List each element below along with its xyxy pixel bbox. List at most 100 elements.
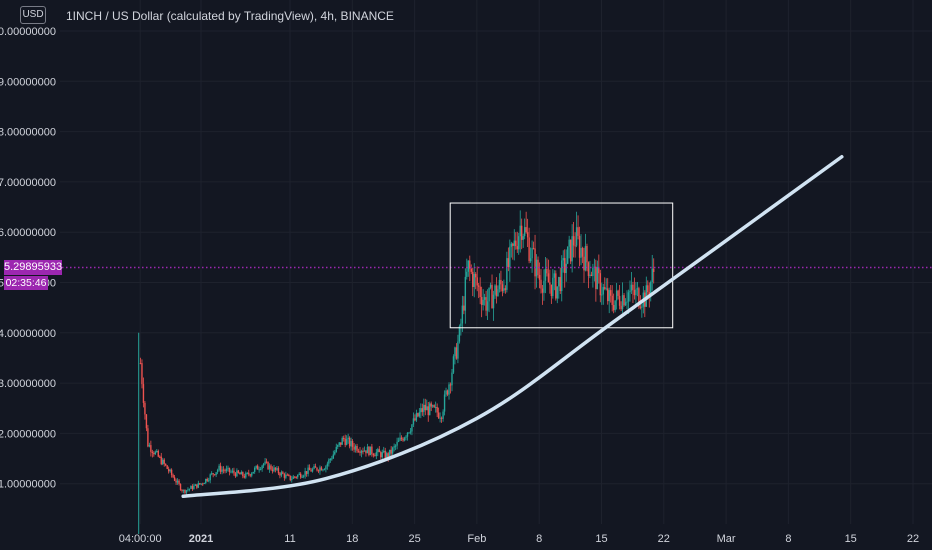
candle-body <box>270 465 272 470</box>
candle-body <box>215 472 217 475</box>
candle-body <box>148 445 151 447</box>
candle-body <box>598 267 600 274</box>
candle-body <box>529 258 532 262</box>
price-tick-label: 1.00000000 <box>0 479 56 491</box>
candle-body <box>386 453 388 459</box>
range-rectangle-drawing[interactable] <box>449 202 674 329</box>
candle-body <box>467 260 469 272</box>
candle-body <box>651 268 653 282</box>
candle-body <box>612 305 615 311</box>
candle-body <box>429 403 431 416</box>
candle-body <box>564 258 566 274</box>
candle-body <box>256 465 259 470</box>
candle-body <box>142 384 145 403</box>
candle-body <box>549 282 551 285</box>
candle-body <box>345 439 348 445</box>
candle-body <box>452 356 455 373</box>
candle-body <box>289 475 291 481</box>
time-tick-label: 04:00:00 <box>119 533 162 545</box>
candle-body <box>469 260 471 269</box>
candle-body <box>592 267 594 277</box>
candle-body <box>558 277 560 287</box>
candle-body <box>491 284 493 309</box>
candle-body <box>535 259 538 277</box>
candle-body <box>433 405 435 408</box>
candle-body <box>402 439 404 441</box>
candle-body <box>439 417 441 419</box>
candle-body <box>233 470 235 474</box>
candle-body <box>350 440 352 447</box>
candle-body <box>381 452 383 458</box>
candle-body <box>568 239 570 247</box>
candle-body <box>482 299 484 305</box>
candle-body <box>286 474 289 476</box>
candle-body <box>188 488 191 490</box>
time-tick-label: 11 <box>284 533 295 545</box>
candle-body <box>624 302 627 306</box>
candle-body <box>412 418 415 425</box>
candle-body <box>377 449 379 453</box>
candle-body <box>431 405 434 407</box>
candle-body <box>369 446 372 456</box>
candle-body <box>383 450 385 453</box>
candle-body <box>202 483 204 485</box>
candle-body <box>408 432 410 434</box>
candle-body <box>476 277 478 286</box>
candle-body <box>274 467 277 470</box>
candle-body <box>523 227 526 237</box>
candle-body <box>169 469 171 472</box>
current-price-label: 5.29895933 <box>4 260 63 275</box>
drawing-overlays[interactable] <box>62 155 932 499</box>
candle-body <box>596 267 599 290</box>
candle-body <box>351 440 354 447</box>
candle-body <box>372 453 375 456</box>
candle-body <box>636 288 639 290</box>
candle-body <box>442 411 444 419</box>
candle-body <box>308 467 311 471</box>
price-tick-label: 4.00000000 <box>0 328 56 340</box>
candle-body <box>510 243 513 247</box>
candle-body <box>463 305 465 311</box>
candle-body <box>552 277 554 297</box>
candle-body <box>559 277 561 292</box>
candle-body <box>378 449 380 453</box>
time-tick-label: 8 <box>785 533 791 545</box>
candle-body <box>248 472 250 475</box>
price-axis[interactable]: 10.00000000 9.00000000 8.00000000 7.0000000… <box>0 26 56 491</box>
candle-body <box>356 446 358 452</box>
candle-body <box>390 449 392 454</box>
candle-body <box>282 472 284 474</box>
candle-body <box>565 263 567 274</box>
candle-body <box>144 402 146 415</box>
candle-body <box>470 268 472 272</box>
candle-body <box>319 467 321 472</box>
candle-body <box>267 462 269 470</box>
parabolic-curve-drawing[interactable] <box>181 155 844 499</box>
candle-body <box>262 463 265 466</box>
candle-body <box>176 480 179 483</box>
candle-body <box>620 305 622 310</box>
candle-body <box>325 466 327 470</box>
candle-body <box>430 403 432 407</box>
candle-body <box>323 469 326 471</box>
candle-body <box>193 485 195 490</box>
candle-body <box>466 271 468 277</box>
time-axis[interactable]: 04:00:00 2021 11 18 25 Feb 8 15 22 Mar 8 15 22 <box>119 533 919 545</box>
currency-label[interactable]: USD <box>20 6 46 24</box>
candle-body <box>550 284 553 297</box>
candle-body <box>617 290 619 296</box>
candle-body <box>366 446 369 454</box>
candle-body <box>368 446 370 456</box>
candle-body <box>271 469 274 472</box>
candle-body <box>553 273 556 278</box>
candle-body <box>586 246 588 263</box>
candle-body <box>486 301 489 311</box>
candle-body <box>239 472 241 475</box>
candle-body <box>151 451 154 454</box>
candle-body <box>406 432 409 437</box>
time-tick-label: 22 <box>907 533 919 545</box>
candle-body <box>572 236 575 246</box>
candle-body <box>292 476 294 479</box>
candle-body <box>403 437 406 441</box>
